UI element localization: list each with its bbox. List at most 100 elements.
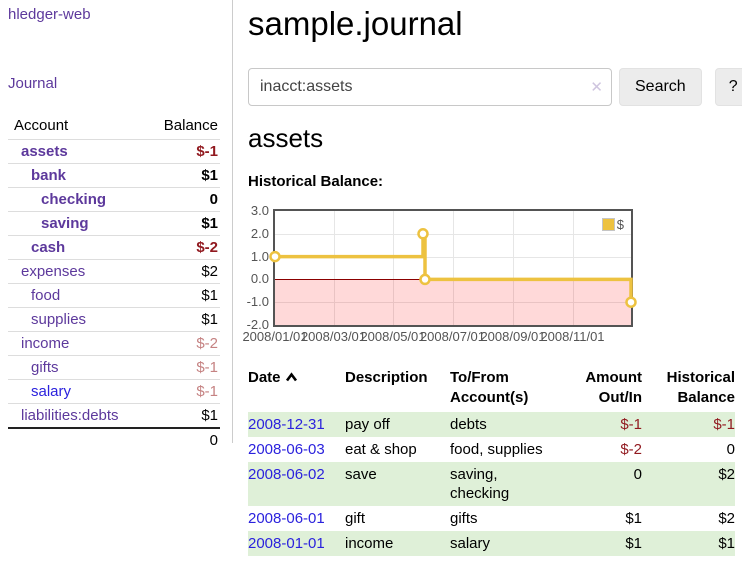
account-link-income[interactable]: income [21, 335, 70, 352]
account-link-gifts[interactable]: gifts [31, 359, 59, 376]
gridline [275, 256, 631, 258]
transaction-date-link[interactable]: 2008-06-03 [248, 441, 325, 458]
page-title: sample.journal [248, 5, 463, 42]
transaction-date-link[interactable]: 2008-06-02 [248, 466, 325, 483]
transaction-balance: 0 [726, 441, 735, 458]
account-balance: $1 [143, 163, 220, 188]
account-link-liabilities-debts[interactable]: liabilities:debts [21, 407, 119, 424]
register-header-accounts: To/From Account(s) [450, 369, 529, 406]
register-table: Date Description To/From Account(s) Amou… [248, 366, 735, 556]
account-link-expenses[interactable]: expenses [21, 263, 86, 280]
main-panel: sample.journal ✕ Search ? assets Histori… [242, 0, 742, 556]
transaction-amount: $-1 [620, 416, 642, 433]
register-header-balance: Historical Balance [666, 369, 735, 406]
data-point-marker [625, 296, 637, 308]
gridline [333, 211, 335, 325]
transaction-balance: $2 [718, 466, 735, 483]
legend-label: $ [616, 217, 624, 232]
account-link-cash[interactable]: cash [31, 239, 66, 256]
y-tick: -1.0 [246, 294, 269, 310]
register-header-date[interactable]: Date [248, 366, 345, 412]
search-input[interactable] [248, 68, 612, 106]
register-header-description: Description [345, 369, 428, 386]
clear-search-icon[interactable]: ✕ [590, 79, 603, 96]
register-row: 2008-06-03 eat & shop food, supplies $-2… [248, 437, 735, 462]
chart-title: Historical Balance: [248, 173, 384, 190]
chart-legend: $ [599, 216, 626, 233]
account-balance: $-1 [143, 355, 220, 380]
x-tick: 2008/09/01 [480, 329, 546, 344]
gridline [393, 211, 394, 325]
y-tick: 3.0 [250, 203, 269, 218]
account-link-bank[interactable]: bank [31, 167, 67, 184]
account-link-saving[interactable]: saving [41, 215, 89, 232]
chart-plot-area: $ [269, 209, 637, 327]
y-tick: 0.0 [250, 271, 269, 287]
account-balance: $1 [143, 403, 220, 428]
account-row: gifts $-1 [8, 355, 220, 380]
data-point-marker [417, 228, 429, 240]
account-link-checking[interactable]: checking [41, 191, 107, 208]
transaction-amount: $1 [625, 535, 642, 552]
search-form: ✕ Search ? [248, 68, 742, 106]
y-tick: -2.0 [246, 317, 269, 332]
x-tick: 2008/07/01 [419, 329, 486, 344]
sidebar: hledger-web Journal Account Balance asse… [0, 0, 233, 452]
historical-balance-chart: 3.0 2.0 1.0 0.0 -1.0 -2.0 [240, 203, 640, 350]
transaction-amount: $-2 [620, 441, 642, 458]
sidebar-item-journal[interactable]: Journal [8, 75, 58, 92]
accounts-table: Account Balance assets $-1 bank $1 check… [8, 114, 220, 452]
transaction-accounts: saving, checking [450, 466, 510, 502]
accounts-total-row: 0 [8, 427, 220, 452]
accounts-header-balance: Balance [163, 117, 218, 134]
account-balance: $1 [143, 283, 220, 308]
y-tick: 1.0 [250, 248, 269, 264]
transaction-balance: $1 [718, 535, 735, 552]
app-brand-link[interactable]: hledger-web [8, 6, 91, 23]
x-tick: 2008/01/01 [242, 329, 308, 344]
transaction-date-link[interactable]: 2008-06-01 [248, 510, 325, 527]
sort-ascending-icon[interactable] [285, 369, 298, 389]
balance-line-series [269, 228, 637, 308]
account-balance: $1 [143, 307, 220, 332]
gridline [275, 302, 631, 304]
accounts-table-header: Account Balance [8, 114, 220, 140]
account-row: expenses $2 [8, 259, 220, 284]
account-row: cash $-2 [8, 235, 220, 260]
transaction-accounts: salary [450, 535, 491, 552]
transaction-description: gift [345, 510, 366, 527]
account-link-assets[interactable]: assets [21, 143, 68, 160]
x-tick: 2008/03/01 [300, 329, 367, 344]
transaction-description: pay off [345, 416, 390, 433]
gridline [513, 211, 514, 325]
negative-region [275, 279, 631, 325]
data-point-marker [269, 250, 281, 263]
gridline [275, 233, 631, 235]
gridline [572, 211, 574, 325]
transaction-balance: $-1 [713, 416, 735, 433]
search-box: ✕ [248, 68, 612, 106]
account-link-food[interactable]: food [31, 287, 61, 304]
account-balance: $-2 [143, 331, 220, 356]
help-button[interactable]: ? [714, 68, 742, 106]
transaction-accounts: food, supplies [450, 441, 543, 458]
account-link-salary[interactable]: salary [31, 383, 72, 400]
search-button[interactable]: Search [619, 68, 702, 106]
transaction-accounts: debts [450, 416, 487, 433]
x-tick: 2008/11/01 [540, 329, 605, 344]
register-header-row: Date Description To/From Account(s) Amou… [248, 366, 735, 412]
register-row: 2008-12-31 pay off debts $-1 $-1 [248, 412, 735, 437]
account-balance: $-1 [143, 379, 220, 404]
data-point-marker [419, 273, 431, 286]
transaction-description: eat & shop [345, 441, 417, 458]
legend-swatch-icon [601, 218, 615, 231]
transaction-balance: $2 [718, 510, 735, 527]
register-row: 2008-06-01 gift gifts $1 $2 [248, 506, 735, 531]
x-tick: 2008/05/01 [360, 329, 426, 344]
register-header-amount: Amount Out/In [585, 369, 642, 406]
transaction-date-link[interactable]: 2008-01-01 [248, 535, 325, 552]
transaction-date-link[interactable]: 2008-12-31 [248, 416, 325, 433]
account-link-supplies[interactable]: supplies [31, 311, 87, 328]
register-row: 2008-06-02 save saving, checking 0 $2 [248, 462, 735, 506]
accounts-header-account: Account [14, 117, 69, 134]
